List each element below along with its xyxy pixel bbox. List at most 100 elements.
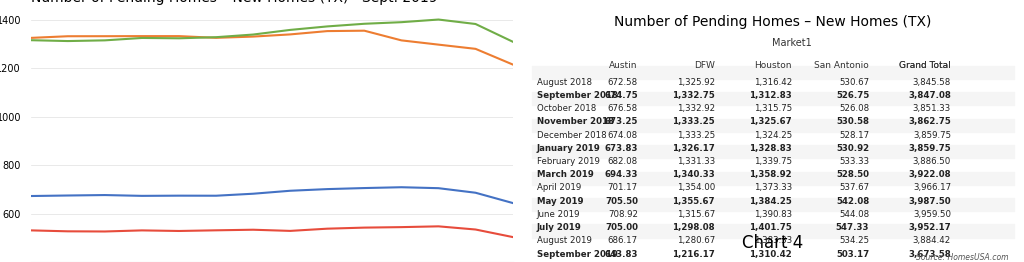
- Text: 1,310.42: 1,310.42: [750, 249, 793, 259]
- Text: 534.25: 534.25: [839, 236, 869, 245]
- Text: 672.58: 672.58: [608, 78, 638, 87]
- Text: 3,952.17: 3,952.17: [908, 223, 951, 232]
- FancyBboxPatch shape: [531, 198, 1014, 211]
- FancyBboxPatch shape: [531, 119, 1014, 132]
- Text: 526.08: 526.08: [839, 104, 869, 113]
- Text: December 2018: December 2018: [537, 131, 606, 140]
- Text: Market1: Market1: [772, 38, 812, 48]
- FancyBboxPatch shape: [531, 224, 1014, 238]
- FancyBboxPatch shape: [531, 92, 1014, 105]
- Text: 3,859.75: 3,859.75: [908, 144, 951, 153]
- Text: Houston: Houston: [755, 61, 793, 70]
- Text: 705.00: 705.00: [605, 223, 638, 232]
- Text: 701.17: 701.17: [608, 183, 638, 193]
- Text: 528.17: 528.17: [839, 131, 869, 140]
- Text: 3,859.75: 3,859.75: [913, 131, 951, 140]
- Text: DFW: DFW: [694, 61, 715, 70]
- Text: 1,333.25: 1,333.25: [677, 131, 715, 140]
- Text: 1,354.00: 1,354.00: [677, 183, 715, 193]
- Text: San Antonio: San Antonio: [814, 61, 869, 70]
- Text: 1,315.75: 1,315.75: [754, 104, 793, 113]
- Text: 3,959.50: 3,959.50: [913, 210, 951, 219]
- Text: 1,384.25: 1,384.25: [750, 197, 793, 206]
- Text: 1,328.83: 1,328.83: [750, 144, 793, 153]
- FancyBboxPatch shape: [531, 66, 1014, 79]
- Text: 682.08: 682.08: [608, 157, 638, 166]
- Text: 674.75: 674.75: [604, 91, 638, 100]
- Text: 1,331.33: 1,331.33: [677, 157, 715, 166]
- Text: 526.75: 526.75: [836, 91, 869, 100]
- Text: 530.58: 530.58: [837, 117, 869, 126]
- Text: 1,390.83: 1,390.83: [754, 210, 793, 219]
- Text: 547.33: 547.33: [836, 223, 869, 232]
- Text: 1,332.75: 1,332.75: [672, 91, 715, 100]
- Text: 1,373.33: 1,373.33: [754, 183, 793, 193]
- Text: 694.33: 694.33: [604, 170, 638, 179]
- Text: 1,325.92: 1,325.92: [677, 78, 715, 87]
- Text: 3,847.08: 3,847.08: [908, 91, 951, 100]
- Text: 643.83: 643.83: [604, 249, 638, 259]
- Text: March 2019: March 2019: [537, 170, 594, 179]
- Text: 3,884.42: 3,884.42: [912, 236, 951, 245]
- Text: 3,851.33: 3,851.33: [912, 104, 951, 113]
- Text: 686.17: 686.17: [608, 236, 638, 245]
- Text: 3,966.17: 3,966.17: [913, 183, 951, 193]
- Text: Number of Pending Homes – New Homes (TX): Number of Pending Homes – New Homes (TX): [614, 15, 932, 30]
- Text: Grand Total: Grand Total: [899, 61, 951, 70]
- Text: 544.08: 544.08: [839, 210, 869, 219]
- Text: October 2018: October 2018: [537, 104, 596, 113]
- Text: 3,845.58: 3,845.58: [912, 78, 951, 87]
- Text: 1,324.25: 1,324.25: [754, 131, 793, 140]
- Text: 1,316.42: 1,316.42: [754, 78, 793, 87]
- Text: February 2019: February 2019: [537, 157, 600, 166]
- Text: Number of Pending Homes – New Homes (TX) - Sept. 2019: Number of Pending Homes – New Homes (TX)…: [31, 0, 437, 5]
- Text: 533.33: 533.33: [839, 157, 869, 166]
- Text: 673.25: 673.25: [604, 117, 638, 126]
- Text: 1,325.67: 1,325.67: [750, 117, 793, 126]
- Text: April 2019: April 2019: [537, 183, 581, 193]
- Text: 1,358.92: 1,358.92: [750, 170, 793, 179]
- Text: 537.67: 537.67: [839, 183, 869, 193]
- Text: 1,383.33: 1,383.33: [754, 236, 793, 245]
- Text: 1,280.67: 1,280.67: [677, 236, 715, 245]
- Text: Austin: Austin: [609, 61, 638, 70]
- Text: 1,312.83: 1,312.83: [750, 91, 793, 100]
- FancyBboxPatch shape: [531, 172, 1014, 185]
- Text: September 2018: September 2018: [537, 91, 617, 100]
- Text: 542.08: 542.08: [836, 197, 869, 206]
- Text: Source: HomesUSA.com: Source: HomesUSA.com: [916, 253, 1009, 262]
- Text: August 2018: August 2018: [537, 78, 592, 87]
- Text: 1,355.67: 1,355.67: [673, 197, 715, 206]
- Text: 3,987.50: 3,987.50: [908, 197, 951, 206]
- Text: 708.92: 708.92: [608, 210, 638, 219]
- Text: 1,332.92: 1,332.92: [677, 104, 715, 113]
- Text: July 2019: July 2019: [537, 223, 582, 232]
- Text: 1,315.67: 1,315.67: [677, 210, 715, 219]
- Text: 1,298.08: 1,298.08: [673, 223, 715, 232]
- Text: January 2019: January 2019: [537, 144, 600, 153]
- Text: 1,216.17: 1,216.17: [672, 249, 715, 259]
- Text: September 2019: September 2019: [537, 249, 617, 259]
- Text: November 2018: November 2018: [537, 117, 613, 126]
- Text: June 2019: June 2019: [537, 210, 581, 219]
- Text: Chart 4: Chart 4: [742, 234, 804, 252]
- Text: 705.50: 705.50: [605, 197, 638, 206]
- Text: 1,401.75: 1,401.75: [750, 223, 793, 232]
- Text: 528.50: 528.50: [837, 170, 869, 179]
- Text: August 2019: August 2019: [537, 236, 592, 245]
- Text: 1,333.25: 1,333.25: [673, 117, 715, 126]
- Text: 503.17: 503.17: [836, 249, 869, 259]
- Text: 3,673.58: 3,673.58: [908, 249, 951, 259]
- Text: 674.08: 674.08: [608, 131, 638, 140]
- Text: 3,922.08: 3,922.08: [908, 170, 951, 179]
- Text: 3,862.75: 3,862.75: [908, 117, 951, 126]
- Text: 530.92: 530.92: [836, 144, 869, 153]
- Text: May 2019: May 2019: [537, 197, 584, 206]
- Text: Grand Total: Grand Total: [899, 61, 951, 70]
- Text: 1,339.75: 1,339.75: [754, 157, 793, 166]
- Text: 3,886.50: 3,886.50: [912, 157, 951, 166]
- Text: 673.83: 673.83: [604, 144, 638, 153]
- Text: 1,326.17: 1,326.17: [672, 144, 715, 153]
- Text: 1,340.33: 1,340.33: [672, 170, 715, 179]
- Text: 676.58: 676.58: [608, 104, 638, 113]
